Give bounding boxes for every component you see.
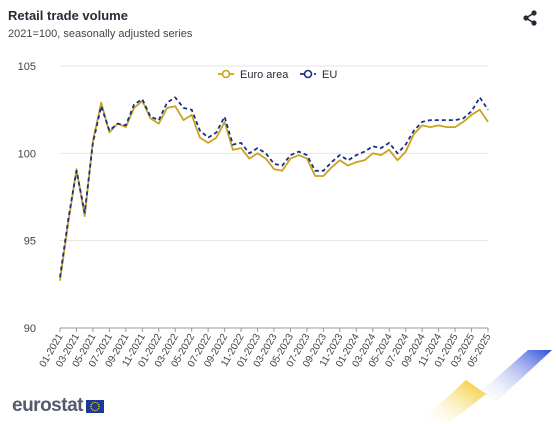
logo-text: eurostat xyxy=(12,395,83,416)
legend: Euro area EU xyxy=(218,69,337,81)
series-lines xyxy=(59,96,489,281)
eu-flag-icon xyxy=(85,399,104,413)
share-icon[interactable] xyxy=(521,9,539,27)
series-line-eu xyxy=(59,96,489,278)
y-tick-label: 100 xyxy=(18,148,36,160)
y-tick-label: 90 xyxy=(24,323,36,335)
eurostat-logo[interactable]: eurostat xyxy=(12,395,104,417)
legend-marker xyxy=(303,69,313,79)
decorative-chevron xyxy=(420,350,552,424)
chart-title: Retail trade volume xyxy=(8,8,128,23)
y-tick-label: 95 xyxy=(24,236,36,248)
legend-item-eu: EU xyxy=(300,69,337,81)
legend-item-euro-area: Euro area xyxy=(218,69,289,81)
chart-subtitle: 2021=100, seasonally adjusted series xyxy=(8,28,193,40)
y-axis-ticks: 90 95 100 105 xyxy=(18,61,36,335)
legend-label: Euro area xyxy=(240,69,289,81)
legend-label: EU xyxy=(322,69,337,81)
series-line-euro-area xyxy=(59,100,489,281)
legend-marker xyxy=(221,69,231,79)
grid-lines xyxy=(60,65,488,329)
y-tick-label: 105 xyxy=(18,61,36,73)
